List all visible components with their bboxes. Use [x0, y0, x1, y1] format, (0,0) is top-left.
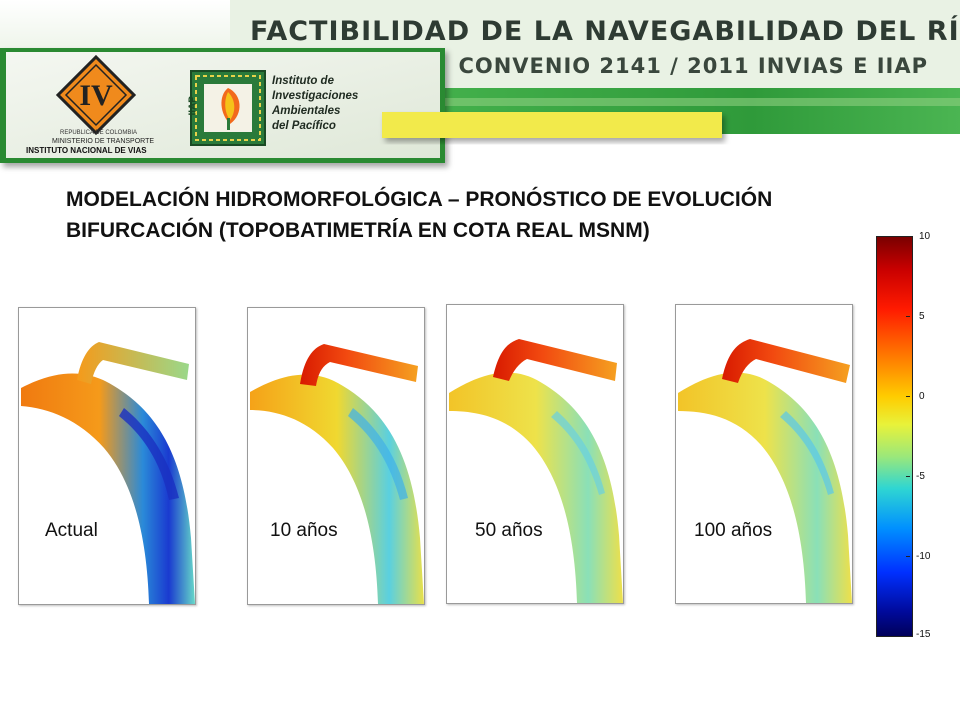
- colorbar-tick-mark: [906, 396, 910, 397]
- river-plot-10-anos: [250, 344, 424, 604]
- colorbar-tick-label: -15: [916, 629, 931, 640]
- iiap-name-line: Instituto de: [272, 75, 334, 87]
- header-subtitle: CONVENIO 2141 / 2011 INVIAS E IIAP: [458, 54, 928, 78]
- ministry-line-3: INSTITUTO NACIONAL DE VIAS: [26, 146, 147, 155]
- plot-panel-50-anos: 50 años: [446, 304, 624, 604]
- iiap-name-line: Investigaciones: [272, 90, 359, 102]
- invias-logo-icon: IV: [56, 55, 136, 135]
- river-plot-100-anos: [678, 339, 852, 603]
- iiap-name: Instituto de Investigaciones Ambientales…: [272, 74, 358, 134]
- iiap-logo-icon: [190, 70, 266, 146]
- colorbar-tick-label: 10: [919, 231, 931, 242]
- svg-text:IV: IV: [79, 79, 113, 112]
- plot-panel-100-anos: 100 años: [675, 304, 853, 604]
- ministry-line-2: MINISTERIO DE TRANSPORTE: [52, 138, 155, 145]
- main-title-line-2: BIFURCACIÓN (TOPOBATIMETRÍA EN COTA REAL…: [66, 219, 650, 242]
- panel-label: 100 años: [694, 520, 773, 541]
- panel-label: 10 años: [270, 520, 338, 541]
- river-plot-actual: [21, 342, 195, 604]
- panel-label: 50 años: [475, 520, 543, 541]
- colorbar-tick-label: -10: [916, 551, 931, 562]
- colorbar: [876, 236, 913, 637]
- colorbar-tick-label: 0: [919, 391, 925, 402]
- plot-panel-10-anos: 10 años: [247, 307, 425, 605]
- panel-label: Actual: [45, 520, 98, 541]
- river-plot-50-anos: [449, 339, 623, 603]
- plot-panel-actual: Actual: [18, 307, 196, 605]
- colorbar-tick-mark: [906, 316, 910, 317]
- main-title: MODELACIÓN HIDROMORFOLÓGICA – PRONÓSTICO…: [66, 184, 846, 246]
- colorbar-tick-mark: [906, 556, 910, 557]
- iiap-name-line: del Pacífico: [272, 120, 336, 132]
- iiap-badge: IIAP: [187, 96, 199, 116]
- colorbar-tick-label: 5: [919, 311, 925, 322]
- colorbar-tick-mark: [906, 476, 910, 477]
- iiap-name-line: Ambientales: [272, 105, 341, 117]
- header-title: FACTIBILIDAD DE LA NAVEGABILIDAD DEL RÍO…: [250, 16, 960, 47]
- main-title-line-1: MODELACIÓN HIDROMORFOLÓGICA – PRONÓSTICO…: [66, 188, 773, 211]
- ministry-line-1: REPUBLICA DE COLOMBIA: [60, 130, 138, 136]
- colorbar-tick-label: -5: [916, 471, 925, 482]
